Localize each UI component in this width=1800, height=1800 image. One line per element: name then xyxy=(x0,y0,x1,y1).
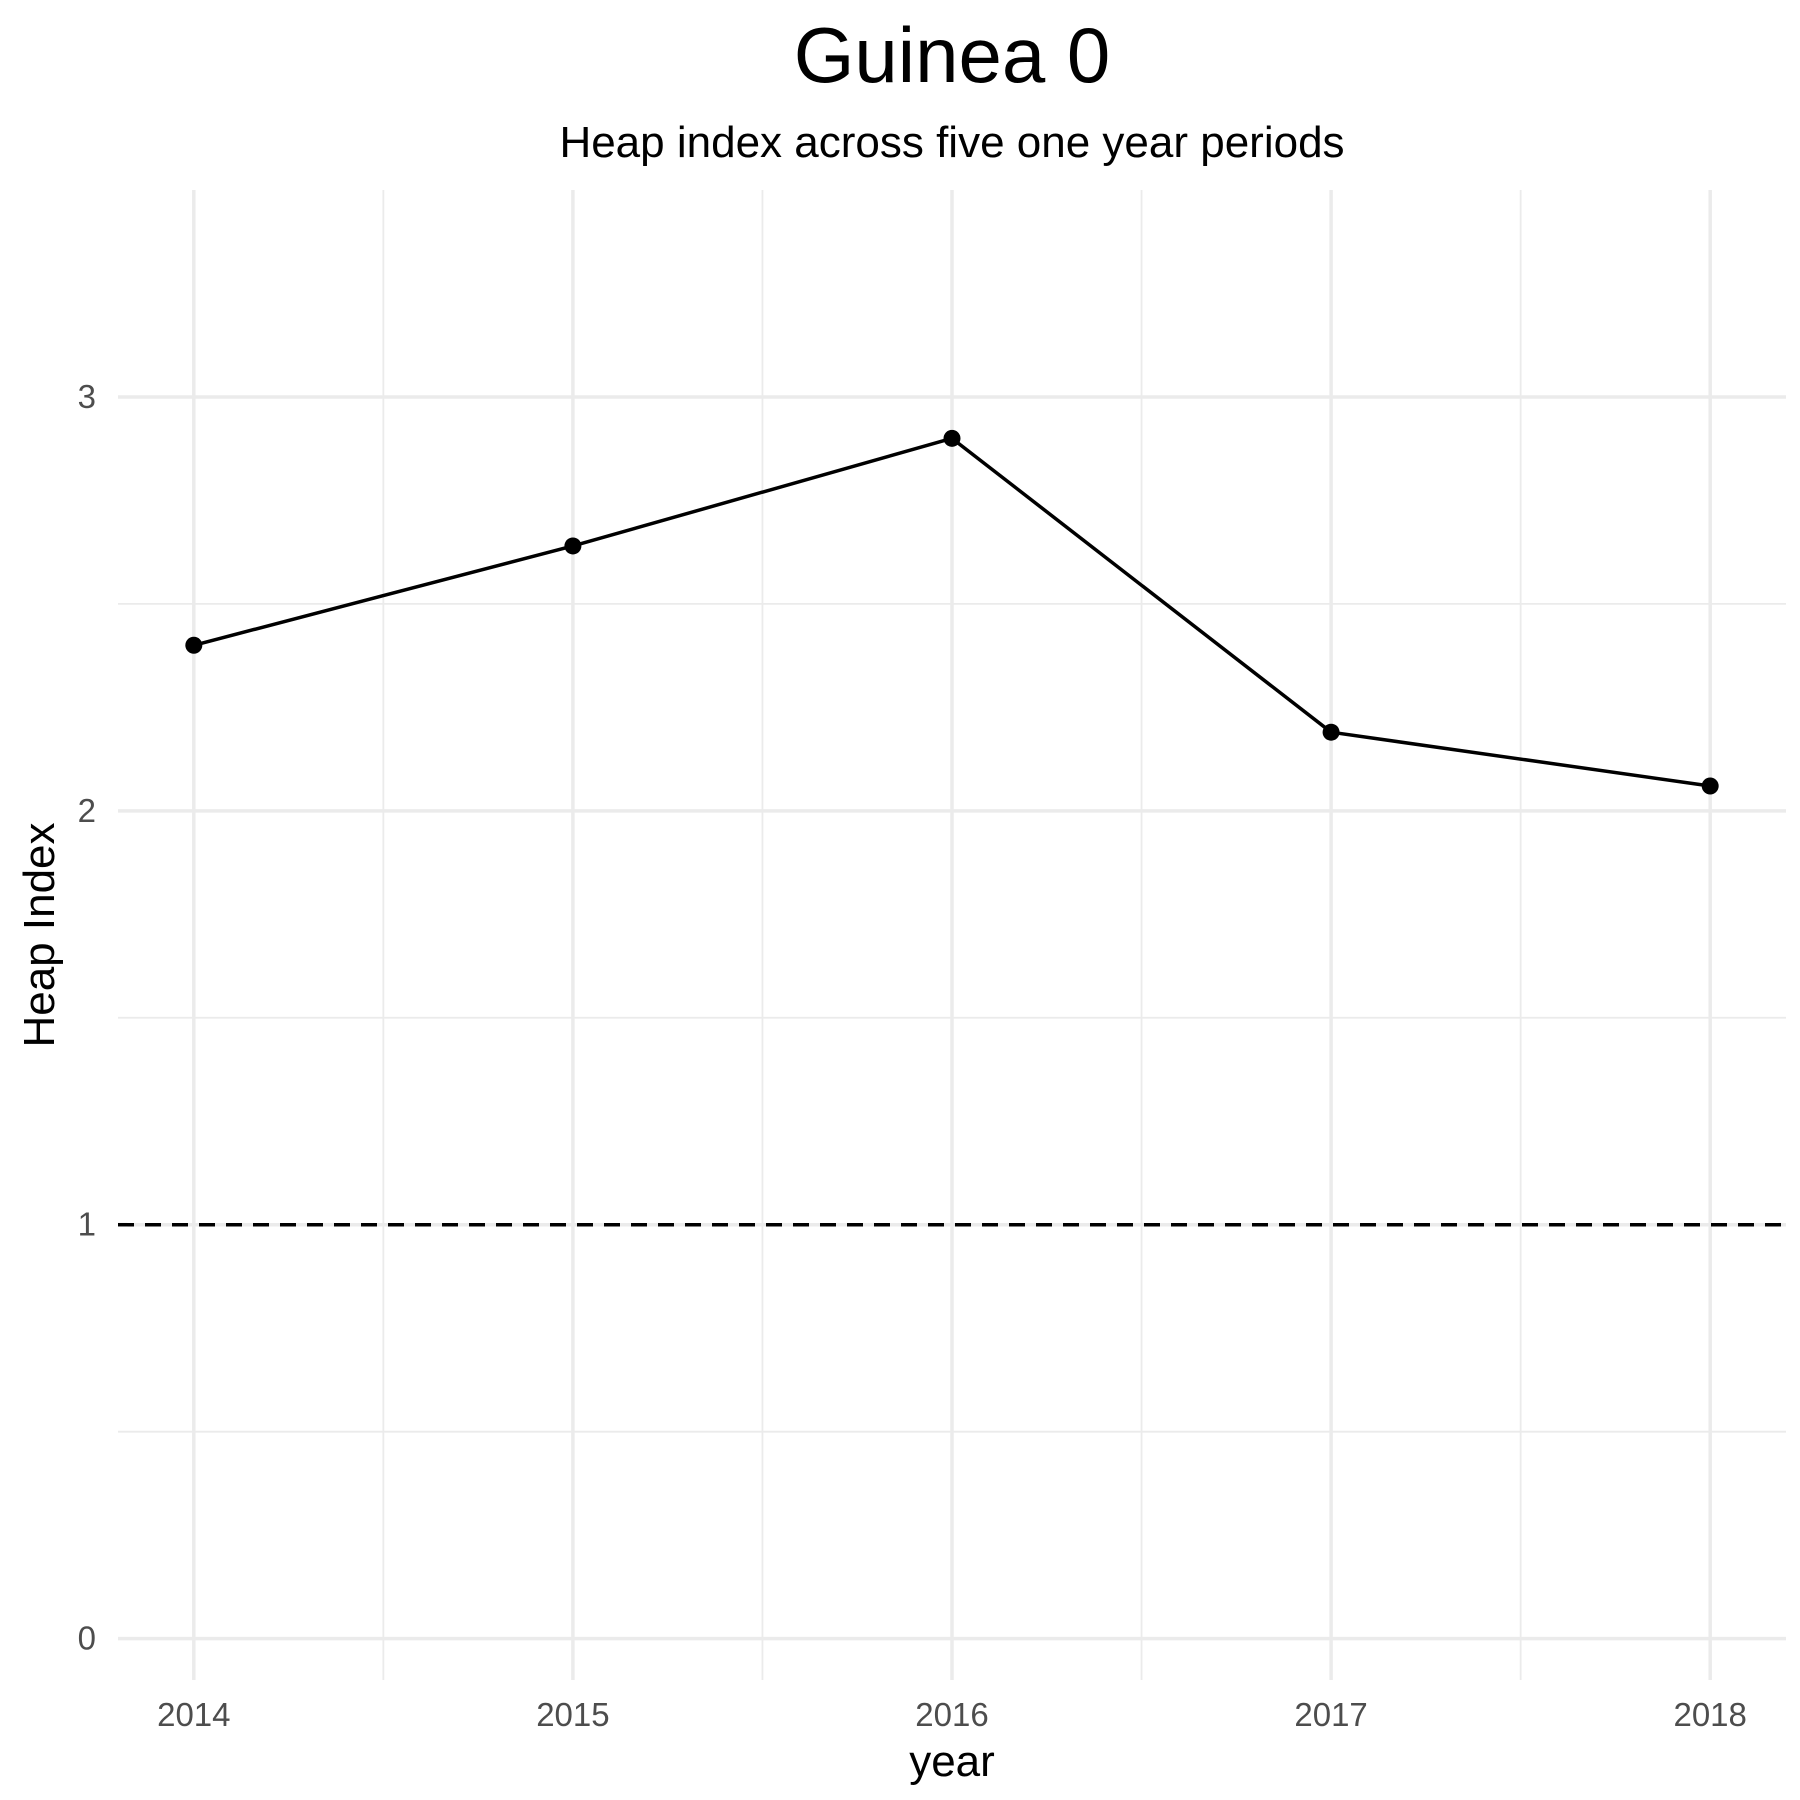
y-tick-label: 2 xyxy=(78,792,96,829)
data-point xyxy=(943,429,961,447)
y-axis-title: Heap Index xyxy=(15,822,64,1047)
data-point xyxy=(185,636,203,654)
y-tick-label: 1 xyxy=(78,1206,96,1243)
x-tick-label: 2015 xyxy=(536,1696,609,1733)
chart-subtitle: Heap index across five one year periods xyxy=(559,118,1344,167)
x-axis-title: year xyxy=(909,1737,995,1786)
y-tick-label: 3 xyxy=(78,378,96,415)
x-tick-label: 2018 xyxy=(1673,1696,1746,1733)
grid xyxy=(118,190,1786,1680)
series-group xyxy=(185,429,1719,795)
x-tick-label: 2017 xyxy=(1294,1696,1367,1733)
data-point xyxy=(1701,777,1719,795)
tick-labels: 0 1 2 3 2014 2015 2016 2017 2018 xyxy=(78,378,1747,1733)
data-point xyxy=(564,537,582,555)
x-tick-label: 2016 xyxy=(915,1696,988,1733)
x-tick-label: 2014 xyxy=(157,1696,230,1733)
y-tick-label: 0 xyxy=(78,1620,96,1657)
chart-title: Guinea 0 xyxy=(794,11,1111,99)
data-point xyxy=(1322,723,1340,741)
